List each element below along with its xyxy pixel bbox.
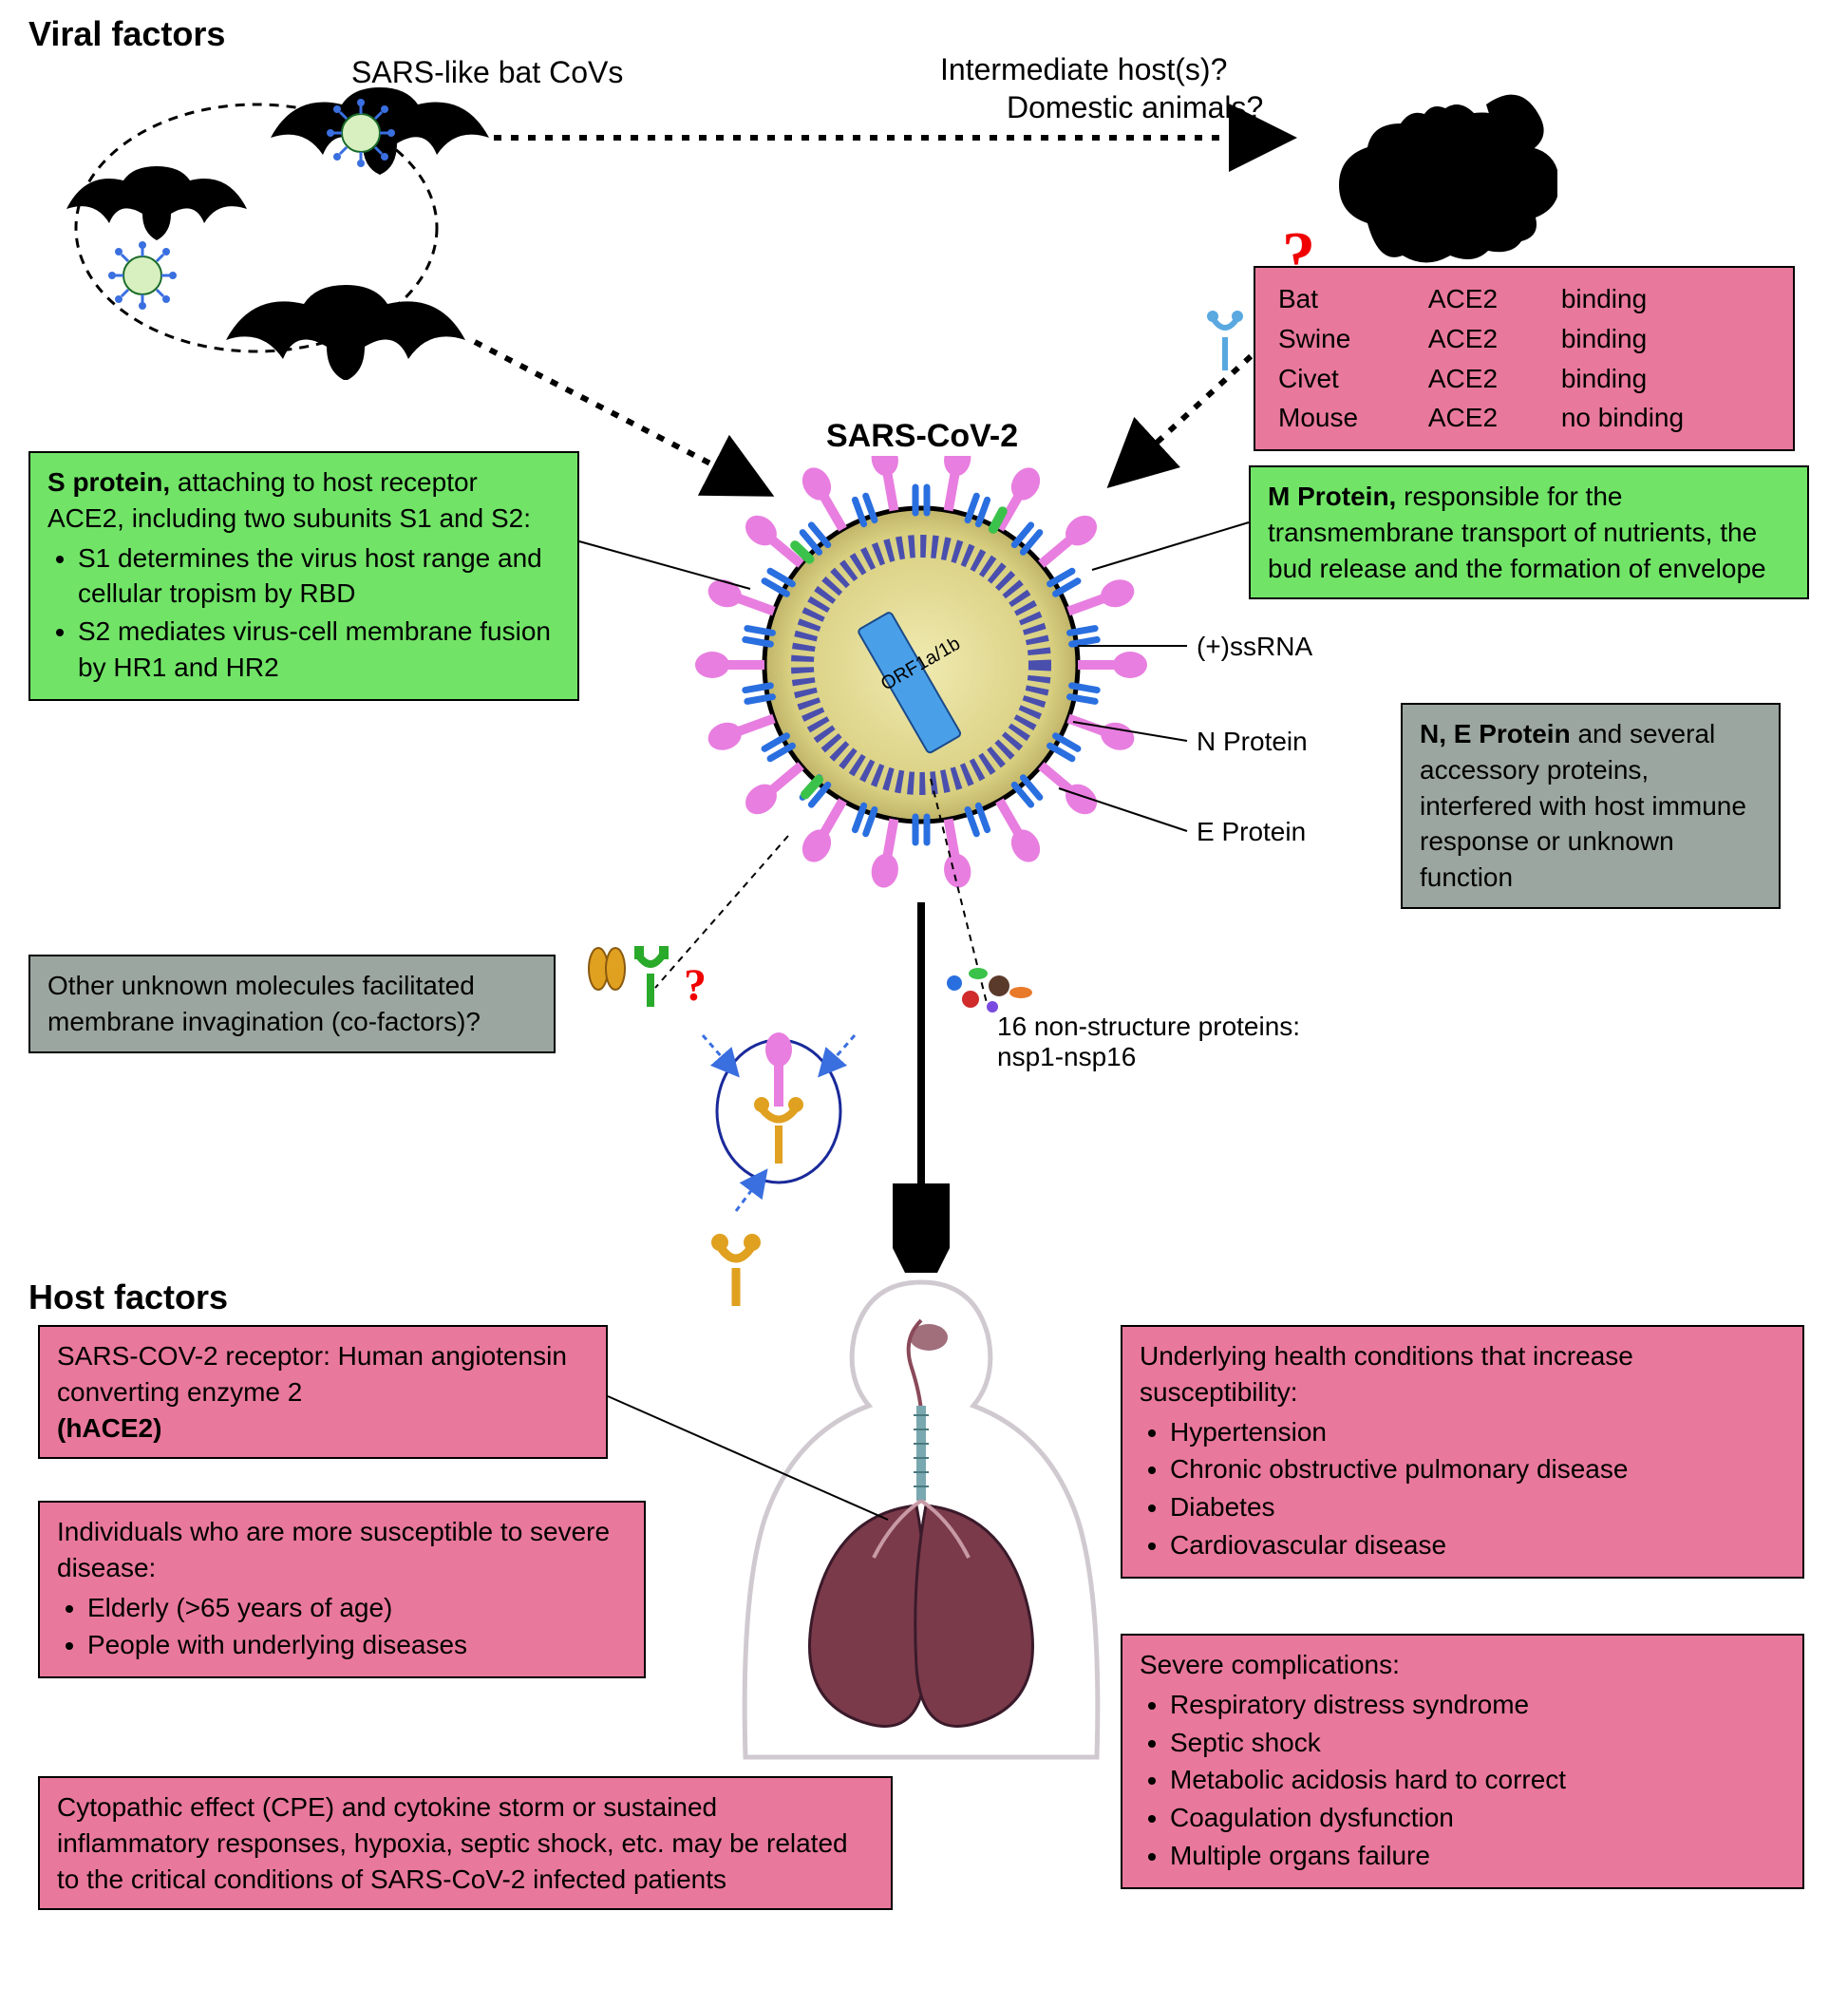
condition-bullet: Chronic obstructive pulmonary disease — [1170, 1451, 1785, 1487]
receptor-bold: (hACE2) — [57, 1413, 161, 1443]
susceptible-bullet: Elderly (>65 years of age) — [87, 1590, 627, 1626]
condition-bullet: Hypertension — [1170, 1414, 1785, 1450]
receptor-text: SARS-COV-2 receptor: Human angiotensin c… — [57, 1341, 567, 1407]
susceptible-lead: Individuals who are more susceptible to … — [57, 1514, 627, 1586]
box-cpe: Cytopathic effect (CPE) and cytokine sto… — [38, 1776, 893, 1910]
box-complications: Severe complications: Respiratory distre… — [1121, 1634, 1804, 1889]
complication-bullet: Metabolic acidosis hard to correct — [1170, 1762, 1785, 1798]
box-receptor: SARS-COV-2 receptor: Human angiotensin c… — [38, 1325, 608, 1459]
complications-lead: Severe complications: — [1140, 1647, 1785, 1683]
condition-bullet: Diabetes — [1170, 1489, 1785, 1525]
box-conditions: Underlying health conditions that increa… — [1121, 1325, 1804, 1579]
complication-bullet: Multiple organs failure — [1170, 1838, 1785, 1874]
box-susceptible: Individuals who are more susceptible to … — [38, 1501, 646, 1678]
condition-bullet: Cardiovascular disease — [1170, 1527, 1785, 1563]
complication-bullet: Respiratory distress syndrome — [1170, 1687, 1785, 1723]
complication-bullet: Septic shock — [1170, 1725, 1785, 1761]
susceptible-bullet: People with underlying diseases — [87, 1627, 627, 1663]
conditions-lead: Underlying health conditions that increa… — [1140, 1338, 1785, 1410]
complication-bullet: Coagulation dysfunction — [1170, 1800, 1785, 1836]
